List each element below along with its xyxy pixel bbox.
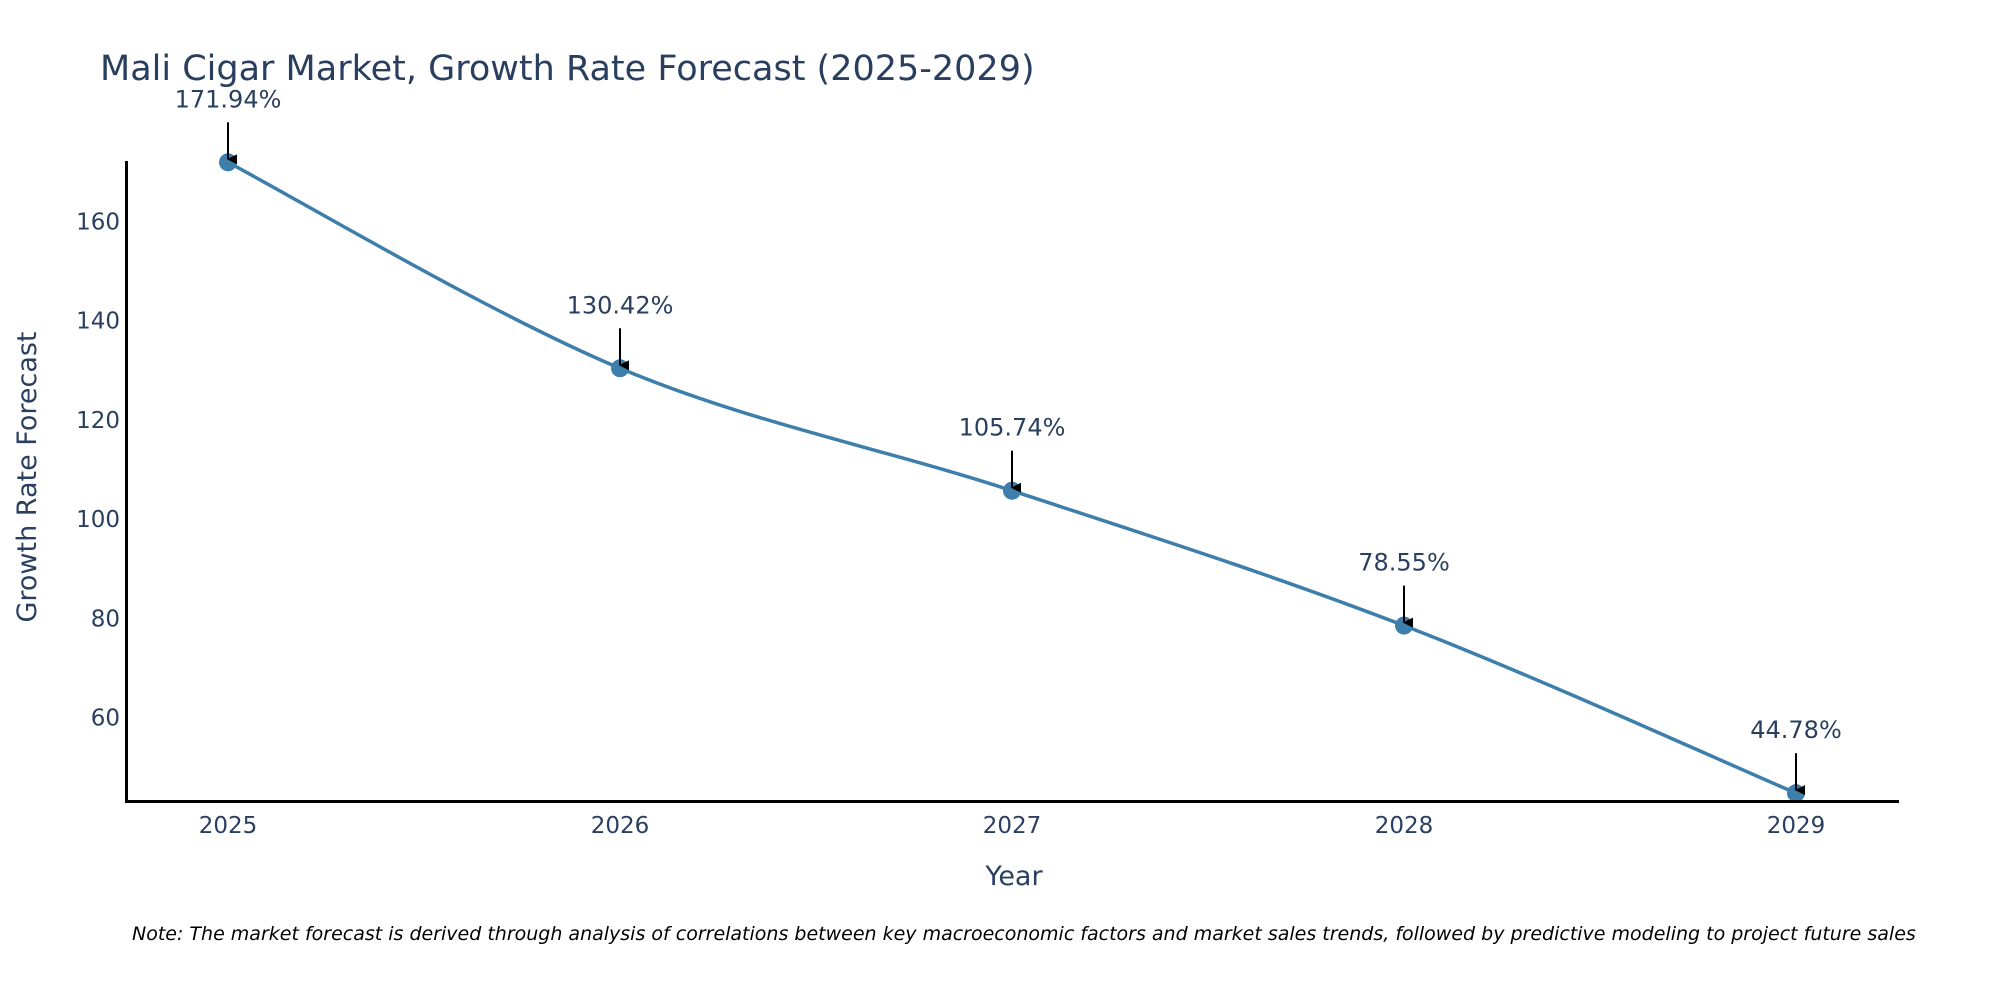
data-label-2029: 44.78%	[1750, 716, 1842, 744]
y-tick-label-160: 160	[76, 210, 120, 236]
x-tick-label-2026: 2026	[591, 813, 650, 839]
data-label-2026: 130.42%	[567, 291, 674, 319]
data-label-2028: 78.55%	[1358, 549, 1450, 577]
x-axis-title: Year	[984, 861, 1043, 892]
y-tick-label-80: 80	[91, 606, 120, 632]
y-axis-ticks: 60 80 100 120 140 160	[76, 210, 120, 732]
plot-area: 171.94% 130.42% 105.74% 78.55% 44.78%	[175, 85, 1842, 803]
data-label-2025: 171.94%	[175, 85, 282, 113]
y-tick-label-60: 60	[91, 706, 120, 732]
y-tick-label-120: 120	[76, 408, 120, 434]
x-tick-label-2028: 2028	[1375, 813, 1434, 839]
data-label-2027: 105.74%	[959, 414, 1066, 442]
x-tick-label-2025: 2025	[199, 813, 258, 839]
x-tick-label-2029: 2029	[1767, 813, 1826, 839]
y-axis-title: Growth Rate Forecast	[12, 331, 43, 622]
y-tick-label-140: 140	[76, 309, 120, 335]
x-axis-ticks: 2025 2026 2027 2028 2029	[199, 813, 1826, 839]
y-tick-label-100: 100	[76, 507, 120, 533]
footnote: Note: The market forecast is derived thr…	[132, 923, 1916, 945]
x-tick-label-2027: 2027	[983, 813, 1042, 839]
chart-title: Mali Cigar Market, Growth Rate Forecast …	[100, 49, 1035, 89]
